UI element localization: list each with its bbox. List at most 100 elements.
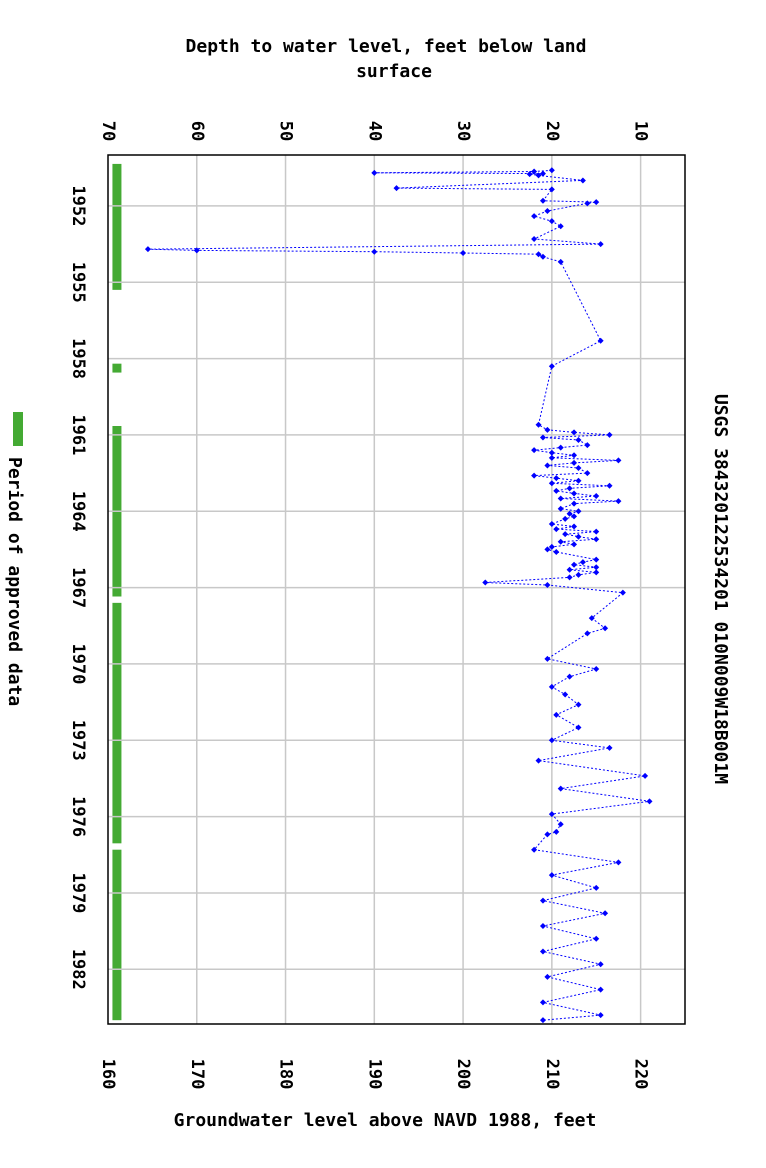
data-point [575, 571, 582, 578]
data-point [557, 495, 564, 502]
data-point [602, 910, 609, 917]
data-point [531, 213, 538, 220]
data-point [584, 200, 591, 207]
data-point [557, 444, 564, 451]
depth-tick-label: 50 [276, 121, 296, 141]
data-point [593, 492, 600, 499]
tick-labels: 70 60 50 40 30 20 10 160 170 180 190 200 210 220 1952 1… [68, 121, 651, 1090]
data-point [548, 167, 555, 174]
data-point [548, 449, 555, 456]
data-point [535, 251, 542, 258]
data-point [615, 457, 622, 464]
year-tick-label: 1952 [68, 185, 88, 226]
approved-period-bar-0 [112, 163, 122, 290]
data-point [539, 170, 546, 177]
elevation-tick-label: 210 [542, 1059, 562, 1090]
data-point [597, 1012, 604, 1019]
depth-tick-label: 20 [542, 121, 562, 141]
data-point [579, 559, 586, 566]
data-point [593, 564, 600, 571]
year-tick-label: 1961 [68, 414, 88, 455]
data-point [460, 249, 467, 256]
data-point [553, 487, 560, 494]
elevation-tick-label: 190 [364, 1059, 384, 1090]
data-point [548, 737, 555, 744]
data-point [539, 1017, 546, 1024]
data-point [615, 859, 622, 866]
data-point [597, 241, 604, 248]
data-point [544, 973, 551, 980]
depth-tick-label: 70 [98, 121, 118, 141]
data-point [575, 724, 582, 731]
data-point [553, 475, 560, 482]
data-point [593, 935, 600, 942]
elevation-tick-label: 200 [453, 1059, 473, 1090]
data-point [597, 337, 604, 344]
data-point [606, 744, 613, 751]
data-point [566, 510, 573, 517]
data-point [571, 490, 578, 497]
data-point [575, 464, 582, 471]
gridlines [108, 155, 685, 1024]
year-tick-label: 1964 [68, 491, 88, 532]
data-point [566, 673, 573, 680]
data-point [602, 625, 609, 632]
data-point [557, 258, 564, 265]
legend-label: Period of approved data [4, 457, 25, 706]
data-point [562, 691, 569, 698]
data-point [544, 546, 551, 553]
year-tick-label: 1979 [68, 872, 88, 913]
data-point [548, 543, 555, 550]
data-point [544, 655, 551, 662]
data-point [531, 447, 538, 454]
data-point [575, 508, 582, 515]
data-point [575, 533, 582, 540]
data-point [557, 505, 564, 512]
data-point [579, 177, 586, 184]
data-point [544, 582, 551, 589]
data-point [571, 541, 578, 548]
data-point [593, 536, 600, 543]
data-point [566, 485, 573, 492]
data-point [535, 421, 542, 428]
data-point [597, 961, 604, 968]
year-tick-label: 1982 [68, 949, 88, 990]
data-point [539, 434, 546, 441]
year-tick-label: 1976 [68, 796, 88, 837]
data-point [593, 666, 600, 673]
data-point [606, 431, 613, 438]
top-axis-title-line1: Depth to water level, feet below land [186, 36, 587, 57]
bottom-axis-title: Groundwater level above NAVD 1988, feet [174, 1110, 597, 1131]
data-point [615, 498, 622, 505]
data-point [571, 500, 578, 507]
data-point [535, 757, 542, 764]
data-point [571, 459, 578, 466]
data-point [548, 683, 555, 690]
data-point [619, 589, 626, 596]
data-point [531, 472, 538, 479]
legend-swatch [13, 412, 23, 446]
data-point [544, 831, 551, 838]
year-tick-label: 1973 [68, 720, 88, 761]
data-point [393, 185, 400, 192]
elevation-tick-label: 160 [98, 1059, 118, 1090]
data-point [544, 207, 551, 214]
approved-periods [112, 163, 122, 1021]
data-point [593, 569, 600, 576]
data-point [584, 470, 591, 477]
depth-tick-label: 60 [187, 121, 207, 141]
data-point [571, 513, 578, 520]
data-point [371, 248, 378, 255]
data-point [566, 566, 573, 573]
data-point [539, 923, 546, 930]
year-tick-label: 1958 [68, 338, 88, 379]
data-point [544, 426, 551, 433]
chart-title: USGS 384320122534201 010N009W18B001M [710, 394, 731, 784]
data-point [193, 247, 200, 254]
elevation-tick-label: 220 [631, 1059, 651, 1090]
approved-period-bar-3 [112, 602, 122, 844]
data-point [482, 579, 489, 586]
data-point [531, 846, 538, 853]
data-point [539, 253, 546, 260]
